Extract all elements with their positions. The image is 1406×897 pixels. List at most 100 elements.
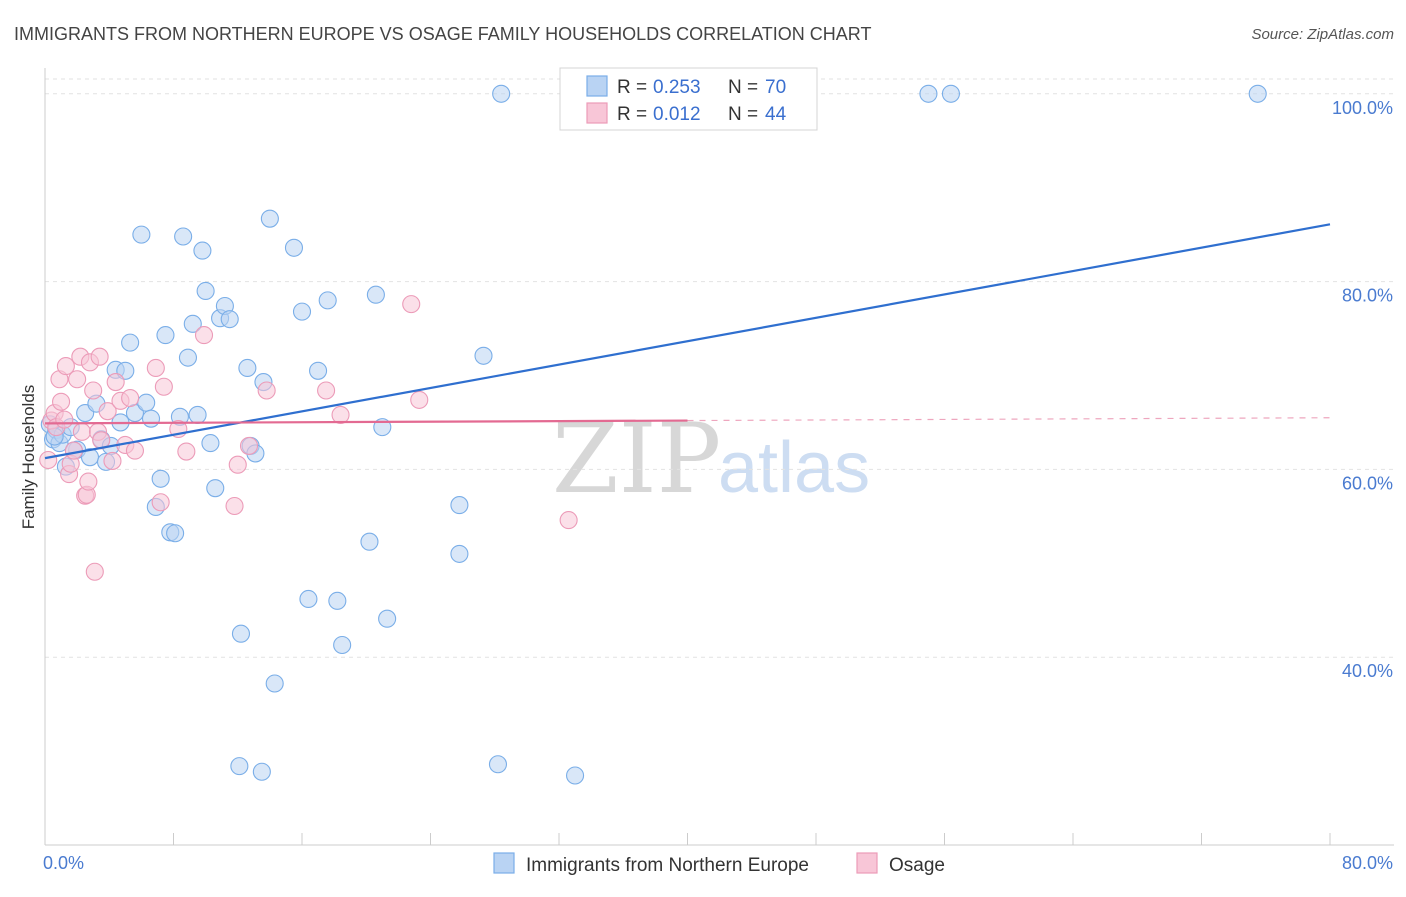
point-series2-25 bbox=[106, 373, 125, 392]
point-series1-51 bbox=[328, 591, 347, 610]
point-series1-34 bbox=[201, 434, 220, 453]
point-series2-5 bbox=[52, 392, 71, 411]
point-series1-59 bbox=[474, 346, 493, 365]
trend-line-series1 bbox=[44, 223, 1331, 460]
y-tick-label-100: 100.0% bbox=[1332, 98, 1393, 118]
point-series1-31 bbox=[188, 405, 207, 424]
point-series1-30 bbox=[183, 314, 202, 333]
point-series1-52 bbox=[333, 635, 352, 655]
point-series2-0 bbox=[39, 450, 58, 470]
point-series1-21 bbox=[141, 409, 161, 428]
y-tick-label-80: 80.0% bbox=[1342, 286, 1393, 306]
point-series1-33 bbox=[196, 281, 215, 301]
legend-n-value-1: 70 bbox=[765, 77, 786, 98]
point-series2-32 bbox=[154, 377, 173, 396]
point-series1-48 bbox=[299, 589, 318, 609]
point-series2-24 bbox=[103, 451, 122, 470]
point-series2-38 bbox=[239, 436, 259, 455]
point-series1-32 bbox=[193, 241, 212, 260]
bottom-legend-label-1: Immigrants from Northern Europe bbox=[526, 855, 809, 876]
point-series1-56 bbox=[378, 609, 397, 628]
legend-n-label-1: N = bbox=[728, 77, 758, 98]
trend-lines bbox=[44, 223, 1331, 460]
point-series1-26 bbox=[166, 524, 185, 543]
point-series1-40 bbox=[238, 358, 257, 378]
point-series1-38 bbox=[220, 310, 239, 329]
point-series2-19 bbox=[85, 562, 104, 581]
legend-r-value-1: 0.253 bbox=[653, 77, 701, 98]
chart-title: IMMIGRANTS FROM NORTHERN EUROPE VS OSAGE… bbox=[14, 24, 871, 44]
point-series1-17 bbox=[121, 333, 140, 352]
point-series1-61 bbox=[492, 84, 511, 103]
point-series2-10 bbox=[64, 441, 83, 460]
point-series1-19 bbox=[132, 225, 151, 244]
point-series2-11 bbox=[68, 370, 87, 389]
bottom-legend: Immigrants from Northern Europe Osage bbox=[493, 852, 945, 876]
point-series2-42 bbox=[402, 295, 421, 314]
point-series2-44 bbox=[559, 511, 578, 530]
point-series2-13 bbox=[72, 422, 91, 441]
trend-line-series2-extension bbox=[687, 417, 1331, 422]
x-tick-label-end: 80.0% bbox=[1342, 853, 1393, 873]
point-series1-20 bbox=[137, 393, 156, 412]
point-series1-47 bbox=[292, 302, 312, 321]
point-series1-44 bbox=[260, 209, 279, 228]
point-series2-29 bbox=[125, 441, 144, 460]
point-series2-28 bbox=[121, 388, 140, 408]
legend-n-label-2: N = bbox=[728, 104, 758, 125]
trend-line-series2 bbox=[44, 419, 688, 425]
point-series1-67 bbox=[1248, 84, 1267, 103]
y-tick-label-40: 40.0% bbox=[1342, 661, 1393, 681]
point-series1-46 bbox=[284, 238, 304, 257]
point-series1-66 bbox=[941, 84, 960, 103]
point-series1-45 bbox=[265, 674, 284, 693]
point-series1-64 bbox=[566, 766, 585, 785]
point-series2-34 bbox=[177, 442, 196, 461]
point-series2-18 bbox=[84, 381, 103, 400]
point-series1-50 bbox=[318, 291, 337, 310]
legend-r-label-2: R = bbox=[617, 104, 647, 125]
point-series1-62 bbox=[230, 757, 249, 776]
bottom-legend-label-2: Osage bbox=[889, 855, 945, 876]
point-series1-39 bbox=[231, 624, 251, 643]
point-series1-49 bbox=[309, 361, 328, 380]
point-series2-16 bbox=[79, 472, 98, 491]
y-tick-labels: 40.0% 60.0% 80.0% 100.0% bbox=[1332, 98, 1393, 681]
point-series2-7 bbox=[56, 357, 75, 376]
x-tick-label-start: 0.0% bbox=[43, 853, 84, 873]
point-series2-37 bbox=[228, 455, 247, 474]
chart-source: Source: ZipAtlas.com bbox=[1251, 26, 1394, 43]
point-series2-6 bbox=[55, 410, 74, 429]
point-series1-53 bbox=[360, 532, 379, 551]
legend-r-label-1: R = bbox=[617, 77, 647, 98]
point-series2-43 bbox=[410, 390, 429, 409]
point-series2-21 bbox=[90, 347, 109, 366]
point-series2-31 bbox=[151, 493, 170, 512]
point-series1-63 bbox=[252, 762, 271, 781]
point-series1-57 bbox=[450, 496, 469, 515]
x-tick-labels: 0.0% 80.0% bbox=[43, 853, 1393, 873]
point-series1-23 bbox=[151, 469, 170, 488]
legend-r-value-2: 0.012 bbox=[653, 104, 701, 125]
point-series2-30 bbox=[146, 358, 165, 378]
point-series2-41 bbox=[331, 405, 350, 424]
bottom-legend-swatch-2 bbox=[856, 852, 878, 874]
point-series2-40 bbox=[317, 381, 336, 400]
bottom-legend-swatch-1 bbox=[493, 852, 515, 874]
legend-n-value-2: 44 bbox=[765, 104, 787, 125]
watermark-atlas: atlas bbox=[718, 428, 870, 508]
point-series2-35 bbox=[194, 326, 214, 345]
point-series2-36 bbox=[225, 496, 244, 516]
point-series1-54 bbox=[366, 285, 385, 304]
point-series1-60 bbox=[488, 755, 508, 774]
point-series1-58 bbox=[450, 544, 469, 563]
point-series1-24 bbox=[156, 326, 175, 345]
legend-swatch-series-2 bbox=[586, 102, 608, 124]
point-series1-29 bbox=[178, 348, 198, 367]
top-legend: R = 0.253 N = 70 R = 0.012 N = 44 bbox=[559, 67, 818, 131]
point-series1-65 bbox=[919, 84, 938, 103]
point-series1-28 bbox=[174, 227, 193, 246]
point-series1-35 bbox=[206, 479, 225, 498]
y-tick-label-60: 60.0% bbox=[1342, 473, 1393, 493]
